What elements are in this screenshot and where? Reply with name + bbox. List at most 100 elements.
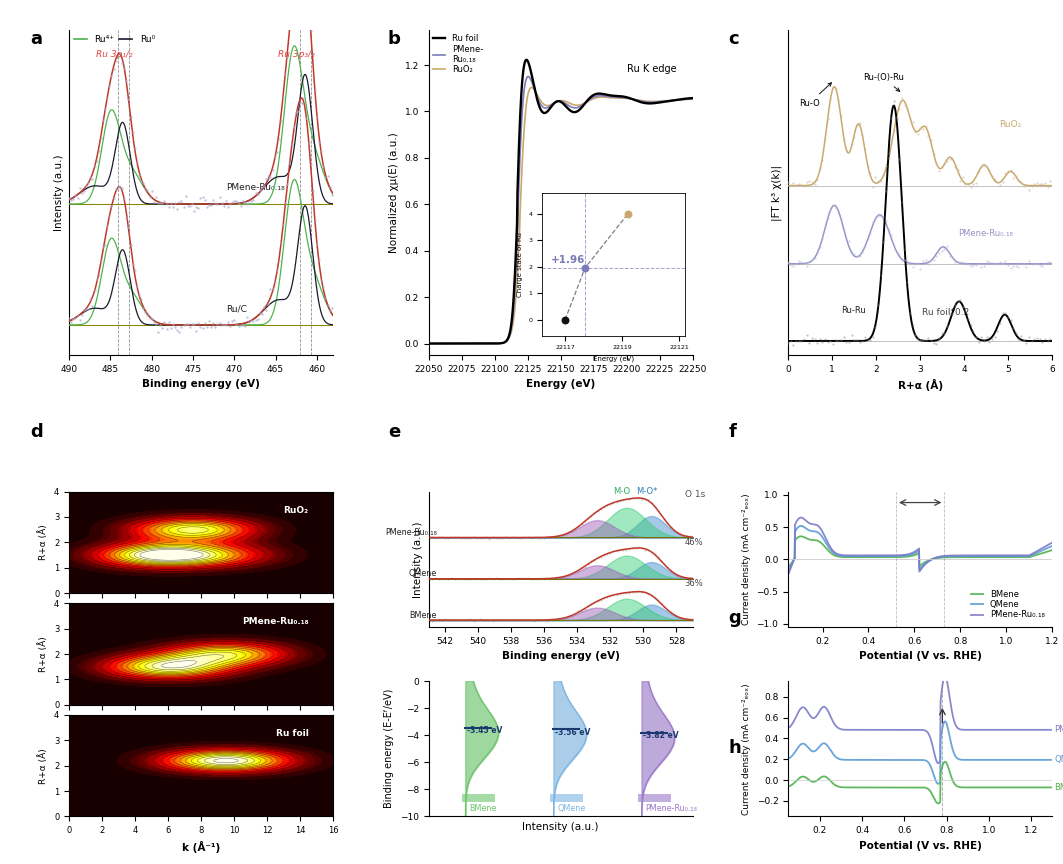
- Point: [496, 530, 513, 544]
- Point: [122, 238, 139, 251]
- Text: PMene-Ru₀.₁₈: PMene-Ru₀.₁₈: [1054, 726, 1063, 734]
- Point: [547, 570, 564, 584]
- Point: [434, 530, 451, 544]
- Point: [659, 516, 676, 530]
- Point: [544, 530, 561, 543]
- Point: [551, 529, 568, 543]
- Point: [864, 215, 881, 229]
- Point: [223, 195, 240, 209]
- Point: [930, 164, 947, 178]
- Point: [538, 530, 555, 544]
- Point: [554, 613, 571, 626]
- Text: RuO₂: RuO₂: [999, 120, 1022, 130]
- Point: [462, 572, 479, 586]
- Point: [1024, 179, 1041, 193]
- Point: [1040, 180, 1057, 194]
- Point: [851, 250, 868, 264]
- Point: [247, 313, 264, 327]
- Point: [605, 588, 622, 601]
- Point: [830, 334, 847, 348]
- Point: [798, 327, 815, 341]
- Point: [238, 197, 255, 211]
- Point: [1031, 177, 1048, 191]
- Point: [806, 177, 823, 191]
- Bar: [638, 794, 671, 802]
- Point: [1008, 327, 1025, 340]
- Point: [535, 530, 552, 544]
- Point: [598, 499, 615, 512]
- Point: [576, 601, 593, 615]
- Point: [474, 613, 491, 626]
- Point: [173, 320, 190, 334]
- Point: [614, 543, 631, 557]
- Point: [960, 257, 977, 271]
- Point: [843, 137, 860, 150]
- Point: [941, 152, 958, 166]
- Point: [490, 613, 507, 627]
- Point: [506, 530, 523, 543]
- Point: [595, 591, 612, 605]
- Ru foil: [687, 93, 699, 104]
- Point: [242, 194, 259, 207]
- Point: [154, 321, 171, 334]
- Point: [557, 569, 574, 583]
- Point: [893, 194, 910, 208]
- Point: [219, 314, 236, 328]
- Point: [214, 318, 231, 332]
- Point: [1005, 321, 1022, 335]
- Point: [124, 125, 141, 139]
- Point: [308, 111, 325, 124]
- Point: [967, 176, 984, 190]
- Point: [234, 318, 251, 332]
- Point: [133, 292, 150, 306]
- Point: [84, 172, 101, 186]
- Point: [86, 283, 103, 296]
- Text: O 1s: O 1s: [685, 490, 705, 499]
- Text: -3.45 eV: -3.45 eV: [467, 727, 502, 735]
- Point: [84, 299, 101, 313]
- Point: [313, 273, 330, 287]
- Legend: BMene, QMene, PMene-Ru₀.₁₈: BMene, QMene, PMene-Ru₀.₁₈: [967, 587, 1048, 623]
- Point: [456, 613, 473, 626]
- Point: [675, 611, 692, 625]
- Point: [820, 212, 837, 226]
- BMene: [1046, 545, 1059, 556]
- Point: [825, 80, 842, 94]
- Point: [685, 572, 702, 586]
- Point: [146, 195, 163, 209]
- Point: [919, 331, 937, 345]
- Point: [219, 200, 236, 213]
- Point: [1040, 256, 1057, 270]
- Ru foil: [628, 95, 641, 105]
- Point: [784, 259, 802, 273]
- QMene: [1010, 551, 1023, 562]
- Text: BMene: BMene: [409, 611, 437, 619]
- Point: [563, 567, 580, 581]
- PMene-Ru₀.₁₈: [1046, 537, 1059, 548]
- Point: [141, 190, 158, 204]
- Point: [640, 543, 657, 557]
- Text: 36%: 36%: [685, 579, 704, 588]
- Y-axis label: R+α (Å): R+α (Å): [38, 524, 49, 560]
- Point: [870, 174, 887, 187]
- Point: [148, 317, 165, 331]
- Text: RuO₂: RuO₂: [284, 505, 308, 515]
- Point: [621, 542, 638, 556]
- Point: [146, 315, 163, 329]
- Point: [800, 336, 817, 350]
- Point: [649, 594, 667, 607]
- Point: [618, 543, 635, 556]
- Point: [1029, 176, 1046, 190]
- Point: [857, 239, 874, 253]
- Point: [976, 259, 993, 273]
- X-axis label: Potential (V vs. RHE): Potential (V vs. RHE): [859, 651, 981, 661]
- Point: [500, 572, 517, 586]
- Point: [919, 257, 937, 270]
- Point: [544, 613, 561, 626]
- Point: [82, 170, 99, 184]
- Text: PMene-Ru₀.₁₈: PMene-Ru₀.₁₈: [958, 229, 1013, 238]
- Point: [681, 571, 698, 585]
- Point: [315, 159, 332, 173]
- Point: [981, 162, 998, 176]
- Point: [793, 334, 810, 347]
